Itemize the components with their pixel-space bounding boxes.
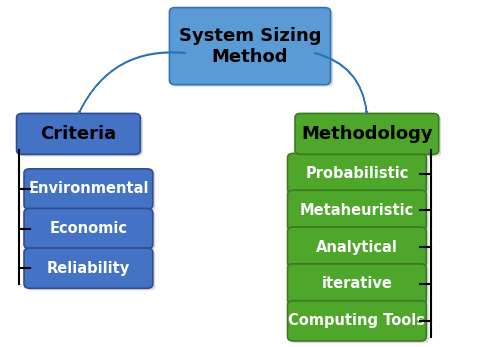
FancyBboxPatch shape — [16, 113, 140, 154]
FancyBboxPatch shape — [170, 8, 330, 85]
FancyBboxPatch shape — [24, 248, 153, 288]
Text: Analytical: Analytical — [316, 240, 398, 255]
FancyBboxPatch shape — [298, 116, 441, 156]
FancyBboxPatch shape — [288, 190, 426, 230]
FancyBboxPatch shape — [290, 229, 429, 269]
FancyBboxPatch shape — [26, 211, 156, 251]
Text: Reliability: Reliability — [47, 261, 130, 276]
Text: Economic: Economic — [50, 221, 128, 236]
FancyBboxPatch shape — [288, 301, 426, 341]
FancyBboxPatch shape — [290, 303, 429, 343]
FancyBboxPatch shape — [288, 264, 426, 304]
FancyBboxPatch shape — [288, 153, 426, 194]
Text: Computing Tools: Computing Tools — [288, 313, 426, 328]
FancyBboxPatch shape — [24, 169, 153, 209]
Text: iterative: iterative — [322, 277, 392, 291]
Text: System Sizing
Method: System Sizing Method — [179, 27, 321, 66]
Text: Criteria: Criteria — [40, 125, 117, 143]
FancyBboxPatch shape — [26, 171, 156, 211]
Text: Probabilistic: Probabilistic — [305, 166, 408, 181]
FancyBboxPatch shape — [295, 113, 438, 154]
FancyBboxPatch shape — [290, 155, 429, 196]
FancyBboxPatch shape — [290, 266, 429, 306]
FancyBboxPatch shape — [288, 227, 426, 267]
FancyBboxPatch shape — [19, 116, 143, 156]
Text: Methodology: Methodology — [301, 125, 432, 143]
Text: Environmental: Environmental — [28, 181, 148, 196]
FancyBboxPatch shape — [24, 209, 153, 249]
Text: Metaheuristic: Metaheuristic — [300, 203, 414, 218]
FancyBboxPatch shape — [172, 10, 333, 87]
FancyBboxPatch shape — [26, 250, 156, 290]
FancyBboxPatch shape — [290, 192, 429, 232]
